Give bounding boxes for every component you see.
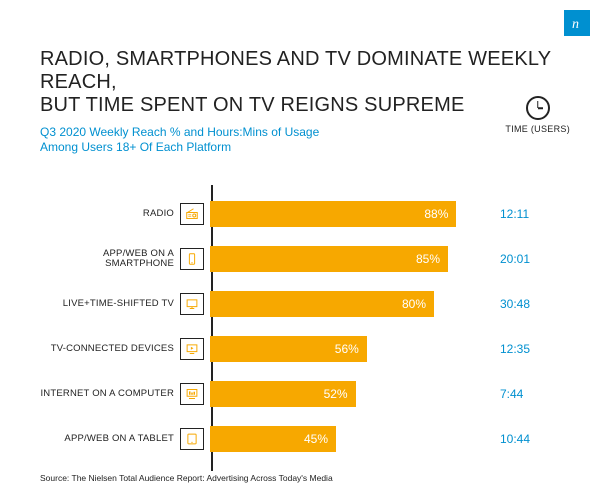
bar-percent-label: 88% bbox=[424, 207, 448, 221]
bar: 56% bbox=[210, 336, 367, 362]
subtitle-line-2: Among Users 18+ Of Each Platform bbox=[40, 140, 231, 154]
row-label: TV-CONNECTED DEVICES bbox=[40, 344, 180, 354]
smartphone-icon bbox=[180, 248, 204, 270]
clock-icon bbox=[526, 96, 550, 120]
bar: 85% bbox=[210, 246, 448, 272]
bar-track: 88%12:11 bbox=[210, 191, 490, 236]
bar-percent-label: 80% bbox=[402, 297, 426, 311]
bar: 80% bbox=[210, 291, 434, 317]
chart-row: APP/WEB ON A SMARTPHONE85%20:01 bbox=[40, 236, 572, 281]
time-value: 12:11 bbox=[500, 207, 560, 221]
row-label: RADIO bbox=[40, 209, 180, 219]
chart-subtitle: Q3 2020 Weekly Reach % and Hours:Mins of… bbox=[40, 125, 572, 155]
time-value: 7:44 bbox=[500, 387, 560, 401]
row-label: INTERNET ON A COMPUTER bbox=[40, 389, 180, 399]
bar-percent-label: 45% bbox=[304, 432, 328, 446]
time-value: 20:01 bbox=[500, 252, 560, 266]
svg-text:n: n bbox=[572, 17, 579, 31]
time-value: 10:44 bbox=[500, 432, 560, 446]
row-label: APP/WEB ON A TABLET bbox=[40, 434, 180, 444]
bar-chart: RADIO88%12:11APP/WEB ON A SMARTPHONE85%2… bbox=[40, 191, 572, 461]
chart-row: TV-CONNECTED DEVICES56%12:35 bbox=[40, 326, 572, 371]
bar-track: 52%7:44 bbox=[210, 371, 490, 416]
bar: 52% bbox=[210, 381, 356, 407]
chart-row: APP/WEB ON A TABLET45%10:44 bbox=[40, 416, 572, 461]
time-header-label: TIME (USERS) bbox=[505, 124, 570, 134]
bar-percent-label: 56% bbox=[335, 342, 359, 356]
tablet-icon bbox=[180, 428, 204, 450]
title-line-2: BUT TIME SPENT ON TV REIGNS SUPREME bbox=[40, 94, 465, 116]
tv-icon bbox=[180, 293, 204, 315]
nielsen-logo: n bbox=[564, 10, 590, 36]
bar-track: 85%20:01 bbox=[210, 236, 490, 281]
chart-row: LIVE+TIME-SHIFTED TV80%30:48 bbox=[40, 281, 572, 326]
content-area: RADIO, SMARTPHONES AND TV DOMINATE WEEKL… bbox=[0, 0, 612, 481]
computer-icon bbox=[180, 383, 204, 405]
bar-percent-label: 85% bbox=[416, 252, 440, 266]
connected-icon bbox=[180, 338, 204, 360]
chart-title: RADIO, SMARTPHONES AND TV DOMINATE WEEKL… bbox=[40, 48, 572, 117]
row-label: APP/WEB ON A SMARTPHONE bbox=[40, 249, 180, 269]
row-label: LIVE+TIME-SHIFTED TV bbox=[40, 299, 180, 309]
radio-icon bbox=[180, 203, 204, 225]
chart-row: INTERNET ON A COMPUTER52%7:44 bbox=[40, 371, 572, 416]
subtitle-line-1: Q3 2020 Weekly Reach % and Hours:Mins of… bbox=[40, 125, 319, 139]
chart-row: RADIO88%12:11 bbox=[40, 191, 572, 236]
bar-track: 45%10:44 bbox=[210, 416, 490, 461]
time-value: 30:48 bbox=[500, 297, 560, 311]
bar: 45% bbox=[210, 426, 336, 452]
bar-track: 80%30:48 bbox=[210, 281, 490, 326]
bar-track: 56%12:35 bbox=[210, 326, 490, 371]
time-value: 12:35 bbox=[500, 342, 560, 356]
bar-percent-label: 52% bbox=[324, 387, 348, 401]
source-footer: Source: The Nielsen Total Audience Repor… bbox=[40, 473, 333, 483]
title-line-1: RADIO, SMARTPHONES AND TV DOMINATE WEEKL… bbox=[40, 48, 551, 93]
bar: 88% bbox=[210, 201, 456, 227]
time-column-header: TIME (USERS) bbox=[505, 96, 570, 134]
